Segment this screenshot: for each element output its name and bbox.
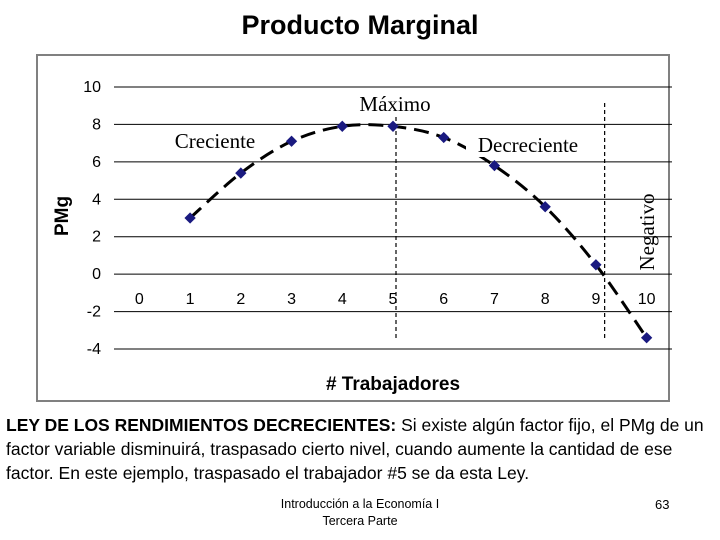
y-tick-label: -2 xyxy=(87,304,101,321)
data-point xyxy=(336,120,348,132)
footer-part: Tercera Parte xyxy=(322,514,398,528)
page-number: 63 xyxy=(655,497,670,512)
annotation-maximo: Máximo xyxy=(359,92,430,116)
annotation-bg xyxy=(352,91,438,117)
law-note-title: LEY DE LOS RENDIMIENTOS DECRECIENTES: xyxy=(6,415,397,435)
x-tick-label: 8 xyxy=(541,291,550,308)
pmg-chart: -4 -2 0 2 4 6 8 10 0 1 2 3 4 5 6 7 8 9 10 # Trabajadores PMg… xyxy=(52,79,672,395)
data-point xyxy=(640,332,653,344)
law-note-text: Si existe algún factor fijo, el PMg de u… xyxy=(6,415,704,483)
slide-title: Producto Marginal xyxy=(241,10,479,40)
data-point xyxy=(590,259,602,271)
y-axis-title: PMg xyxy=(52,196,73,236)
data-point xyxy=(285,135,298,147)
x-tick-label: 3 xyxy=(287,291,296,308)
y-tick-label: 10 xyxy=(83,79,101,96)
x-tick-label: 7 xyxy=(490,291,499,308)
law-note: LEY DE LOS RENDIMIENTOS DECRECIENTES: Si… xyxy=(6,413,714,485)
annotation-negativo: Negativo xyxy=(635,194,659,271)
y-tick-label: 2 xyxy=(92,229,101,246)
series-line xyxy=(189,123,648,339)
y-tick-label: 6 xyxy=(92,154,101,171)
data-point xyxy=(235,167,247,179)
x-tick-label: 6 xyxy=(439,291,448,308)
y-tick-label: 0 xyxy=(92,266,101,283)
annotation-bg xyxy=(166,127,264,153)
footer-course: Introducción a la Economía I xyxy=(280,497,440,511)
annotation-decreciente: Decreciente xyxy=(478,133,578,157)
x-tick-label: 0 xyxy=(135,291,144,308)
x-tick-label: 10 xyxy=(638,291,656,308)
data-point xyxy=(387,120,399,132)
x-tick-label: 2 xyxy=(236,291,245,308)
y-tick-label: -4 xyxy=(87,341,101,358)
x-axis-title: # Trabajadores xyxy=(326,374,460,395)
data-point xyxy=(539,201,551,213)
y-tick-label: 8 xyxy=(92,116,101,133)
y-tick-label: 4 xyxy=(92,191,101,208)
data-point xyxy=(488,159,501,172)
data-point xyxy=(184,212,196,224)
data-point xyxy=(438,131,450,144)
annotation-creciente: Creciente xyxy=(175,129,255,153)
x-tick-label: 1 xyxy=(186,291,195,308)
x-tick-label: 9 xyxy=(591,291,600,308)
annotation-bg xyxy=(466,131,590,157)
x-tick-label: 5 xyxy=(389,291,398,308)
footer: Introducción a la Economía I Tercera Par… xyxy=(250,496,470,530)
x-tick-label: 4 xyxy=(338,291,347,308)
